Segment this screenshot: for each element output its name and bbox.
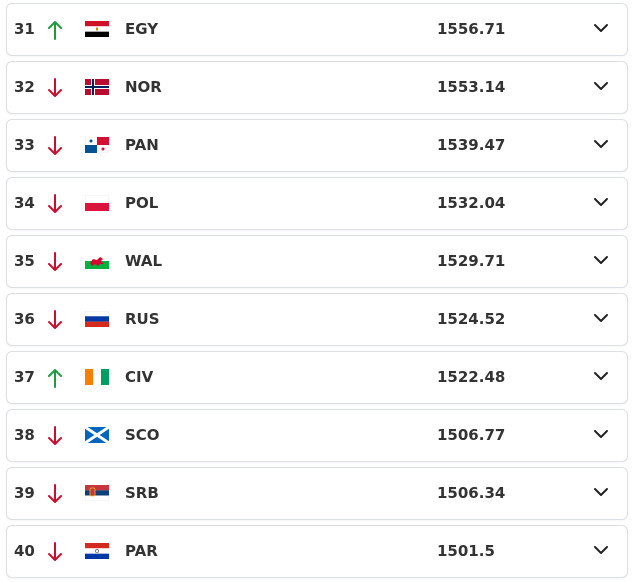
flag — [85, 369, 109, 385]
trend-down — [48, 310, 62, 329]
trend-up — [48, 369, 62, 388]
rank: 38 — [14, 426, 35, 444]
rank: 31 — [14, 20, 35, 38]
expand-chevron[interactable] — [593, 81, 609, 91]
trend-down — [48, 252, 62, 271]
flag — [85, 21, 109, 37]
row[interactable]: 39 SRB 1506.34 — [6, 467, 628, 520]
row[interactable]: 31 EGY 1556.71 — [6, 3, 628, 56]
rating: 1501.5 — [437, 542, 495, 560]
row[interactable]: 34 POL 1532.04 — [6, 177, 628, 230]
trend-down — [48, 136, 62, 155]
rating: 1539.47 — [437, 136, 506, 154]
flag — [85, 543, 109, 559]
flag — [85, 311, 109, 327]
rank: 32 — [14, 78, 35, 96]
rank: 33 — [14, 136, 35, 154]
row[interactable]: 33 PAN 1539.47 — [6, 119, 628, 172]
expand-chevron[interactable] — [593, 313, 609, 323]
rating: 1506.77 — [437, 426, 506, 444]
rating: 1524.52 — [437, 310, 506, 328]
row[interactable]: 40 PAR 1501.5 — [6, 525, 628, 578]
team-code: POL — [125, 194, 159, 212]
rating: 1556.71 — [437, 20, 506, 38]
team-code: WAL — [125, 252, 163, 270]
rating: 1532.04 — [437, 194, 506, 212]
expand-chevron[interactable] — [593, 139, 609, 149]
rank: 39 — [14, 484, 35, 502]
rating: 1506.34 — [437, 484, 506, 502]
team-code: SCO — [125, 426, 160, 444]
row[interactable]: 36 RUS 1524.52 — [6, 293, 628, 346]
team-code: NOR — [125, 78, 162, 96]
expand-chevron[interactable] — [593, 545, 609, 555]
trend-down — [48, 426, 62, 445]
trend-down — [48, 542, 62, 561]
team-code: CIV — [125, 368, 154, 386]
rating: 1522.48 — [437, 368, 506, 386]
rating: 1529.71 — [437, 252, 506, 270]
rank: 40 — [14, 542, 35, 560]
team-code: PAN — [125, 136, 159, 154]
flag — [85, 253, 109, 269]
rank: 35 — [14, 252, 35, 270]
flag — [85, 195, 109, 211]
expand-chevron[interactable] — [593, 371, 609, 381]
rank: 34 — [14, 194, 35, 212]
expand-chevron[interactable] — [593, 487, 609, 497]
rating: 1553.14 — [437, 78, 506, 96]
team-code: RUS — [125, 310, 160, 328]
team-code: SRB — [125, 484, 159, 502]
rank: 37 — [14, 368, 35, 386]
flag — [85, 137, 109, 153]
team-code: PAR — [125, 542, 158, 560]
rank: 36 — [14, 310, 35, 328]
row[interactable]: 35 WAL 1529.71 — [6, 235, 628, 288]
row[interactable]: 37 CIV 1522.48 — [6, 351, 628, 404]
row[interactable]: 38 SCO 1506.77 — [6, 409, 628, 462]
trend-down — [48, 194, 62, 213]
trend-up — [48, 21, 62, 40]
row[interactable]: 32 NOR 1553.14 — [6, 61, 628, 114]
team-code: EGY — [125, 20, 159, 38]
expand-chevron[interactable] — [593, 197, 609, 207]
flag — [85, 485, 109, 501]
trend-down — [48, 78, 62, 97]
expand-chevron[interactable] — [593, 23, 609, 33]
trend-down — [48, 484, 62, 503]
expand-chevron[interactable] — [593, 255, 609, 265]
flag — [85, 427, 109, 443]
flag — [85, 79, 109, 95]
expand-chevron[interactable] — [593, 429, 609, 439]
